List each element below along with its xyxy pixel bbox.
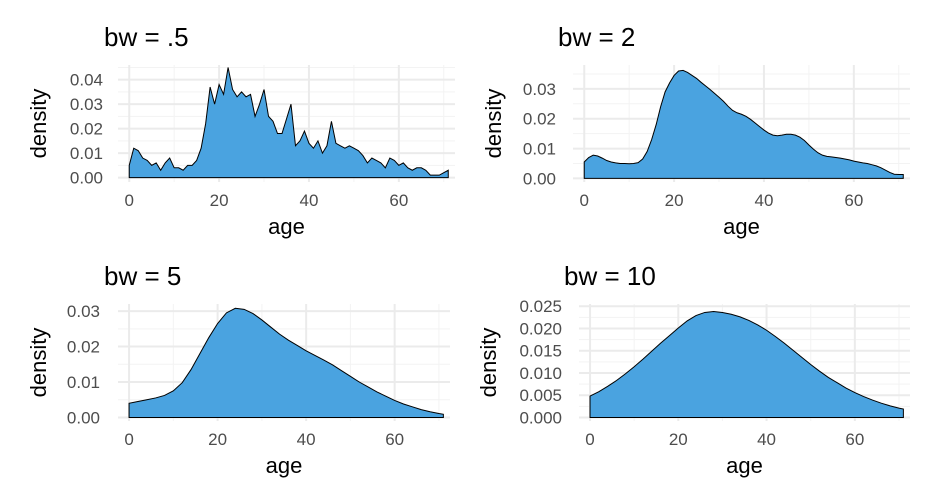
y-axis-title: density [476,328,501,398]
x-tick-label: 0 [124,430,133,449]
x-tick-label: 60 [844,191,863,210]
y-tick-label: 0.02 [70,120,103,139]
y-tick-label: 0.020 [519,319,562,338]
x-axis-title: age [726,453,763,478]
density-panel-2: bw = 2 0 20 40 60 0.00 0.01 0.02 0.03 age density [481,22,910,239]
y-tick-label: 0.01 [67,373,100,392]
y-tick-label: 0.015 [519,342,562,361]
x-tick-label: 40 [755,191,774,210]
y-tick-label: 0.025 [519,297,562,316]
x-tick-label: 60 [845,430,864,449]
y-tick-label: 0.000 [519,408,562,427]
y-tick-label: 0.03 [70,95,103,114]
y-tick-label: 0.03 [523,80,556,99]
x-axis-title: age [723,214,760,239]
panel-title: bw = 2 [558,22,635,52]
density-panel-3: bw = 5 0 20 40 60 0.00 0.01 0.02 0.03 age density [26,261,450,478]
y-tick-label: 0.010 [519,364,562,383]
x-tick-label: 20 [669,430,688,449]
x-tick-label: 40 [297,430,316,449]
x-tick-label: 40 [300,191,319,210]
y-tick-label: 0.01 [523,140,556,159]
x-tick-label: 60 [385,430,404,449]
y-axis-title: density [26,89,51,159]
x-tick-label: 0 [124,191,133,210]
panel-title: bw = 10 [564,261,656,291]
x-tick-label: 20 [665,191,684,210]
y-tick-label: 0.00 [70,169,103,188]
y-tick-label: 0.02 [523,110,556,129]
density-area [128,67,449,179]
y-tick-label: 0.00 [523,169,556,188]
y-tick-label: 0.04 [70,71,103,90]
x-axis-title: age [266,453,303,478]
y-axis-title: density [481,89,506,159]
x-tick-label: 0 [585,430,594,449]
x-tick-label: 0 [579,191,588,210]
y-tick-label: 0.02 [67,338,100,357]
density-area [583,69,904,179]
panel-title: bw = 5 [104,261,181,291]
x-tick-label: 20 [210,191,229,210]
density-panel-1: bw = .5 0 20 40 60 0.00 0.01 0.02 0.03 0.04 age den… [26,22,455,239]
y-tick-label: 0.005 [519,386,562,405]
density-area [128,307,444,418]
x-tick-label: 60 [389,191,408,210]
density-area [589,311,904,418]
x-tick-label: 40 [757,430,776,449]
y-axis-title: density [26,328,51,398]
y-tick-label: 0.00 [67,408,100,427]
y-tick-label: 0.03 [67,302,100,321]
x-axis-title: age [268,214,305,239]
panel-title: bw = .5 [104,22,189,52]
y-tick-label: 0.01 [70,144,103,163]
x-tick-label: 20 [208,430,227,449]
density-panel-4: bw = 10 0 20 40 60 0.000 0.005 0.010 0.015 0.020 0… [476,261,910,478]
